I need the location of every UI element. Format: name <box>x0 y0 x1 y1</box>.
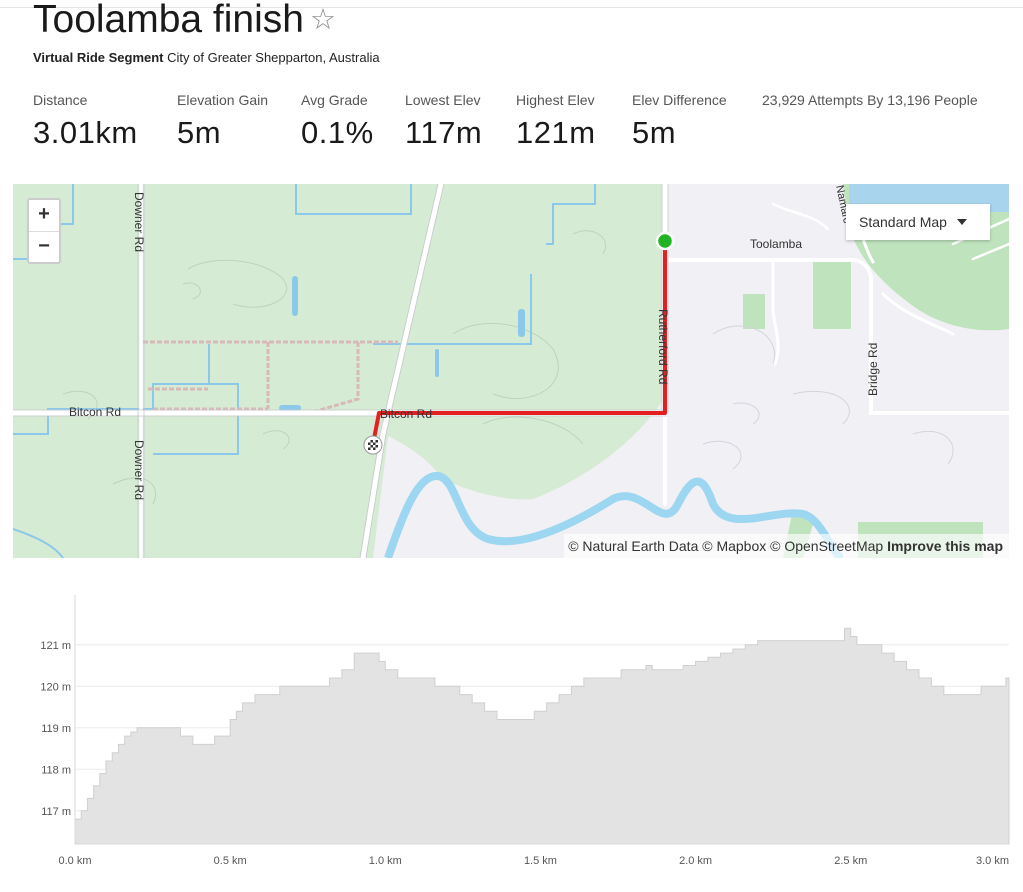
attempts-count: 23,929 Attempts By 13,196 People <box>762 92 978 108</box>
x-tick-label: 1.0 km <box>369 855 402 867</box>
title-row: Toolamba finish ☆ <box>33 0 336 46</box>
river <box>384 472 845 558</box>
zoom-divider <box>29 231 59 232</box>
y-tick-label: 119 m <box>41 723 71 735</box>
caret-down-icon <box>956 219 967 225</box>
elevation-chart: 117 m 118 m 119 m 120 m 121 m 0.0 km 0.5 km 1.… <box>40 595 1010 867</box>
map-label-rutherford-rd: Rutherford Rd <box>656 309 670 384</box>
park-area <box>813 259 851 329</box>
segment-map[interactable]: Downer Rd Downer Rd Bitcon Rd Bitcon Rd … <box>13 184 1009 558</box>
map-label-downer-rd: Downer Rd <box>132 440 146 500</box>
stat-value: 117m <box>405 115 483 150</box>
attribution-text: © Natural Earth Data © Mapbox © OpenStre… <box>568 538 884 554</box>
stat-label: Highest Elev <box>516 92 595 108</box>
x-tick-label: 2.0 km <box>679 855 712 867</box>
zoom-control: + − <box>27 198 61 264</box>
stat-value: 3.01km <box>33 115 138 150</box>
stat-value: 0.1% <box>301 115 374 150</box>
stat-value: 121m <box>516 115 596 150</box>
stat-elev-difference: Elev Difference 5m <box>632 92 727 151</box>
pond <box>435 349 439 377</box>
map-label-bridge-rd: Bridge Rd <box>866 343 880 396</box>
header-divider <box>0 7 1023 8</box>
elevation-area <box>74 627 1010 845</box>
map-label-downer-rd: Downer Rd <box>132 192 146 252</box>
forest-area <box>13 184 667 558</box>
stat-distance: Distance 3.01km <box>33 92 138 151</box>
map-label-bitcon-rd: Bitcon Rd <box>380 407 432 421</box>
y-tick-label: 117 m <box>41 806 71 818</box>
x-tick-label: 1.5 km <box>524 855 557 867</box>
y-tick-label: 121 m <box>40 640 71 652</box>
stat-label: Avg Grade <box>301 92 368 108</box>
stat-label: Lowest Elev <box>405 92 481 108</box>
star-icon[interactable]: ☆ <box>309 4 336 36</box>
segment-type: Virtual Ride Segment <box>33 50 164 65</box>
pond <box>279 405 301 411</box>
map-type-label: Standard Map <box>859 214 947 230</box>
x-tick-label: 3.0 km <box>976 855 1009 867</box>
stat-label: Elev Difference <box>632 92 727 108</box>
x-tick-label: 0.5 km <box>214 855 247 867</box>
improve-map-link[interactable]: Improve this map <box>887 538 1003 554</box>
stat-lowest-elev: Lowest Elev 117m <box>405 92 482 151</box>
park-area <box>743 294 765 329</box>
stat-highest-elev: Highest Elev 121m <box>516 92 596 151</box>
map-type-dropdown[interactable]: Standard Map <box>846 204 990 240</box>
stat-value: 5m <box>632 115 677 150</box>
page-title: Toolamba finish <box>33 0 304 41</box>
x-tick-label: 0.0 km <box>58 855 91 867</box>
stat-avg-grade: Avg Grade 0.1% <box>301 92 374 151</box>
finish-marker[interactable] <box>363 435 383 455</box>
stat-label: Elevation Gain <box>177 92 269 108</box>
map-attribution: © Natural Earth Data © Mapbox © OpenStre… <box>564 534 1009 558</box>
x-tick-labels: 0.0 km 0.5 km 1.0 km 1.5 km 2.0 km 2.5 km 3.0 … <box>58 855 1009 867</box>
pond <box>518 309 525 337</box>
zoom-out-button[interactable]: − <box>38 235 50 257</box>
y-tick-label: 120 m <box>40 681 71 693</box>
start-marker[interactable] <box>655 231 675 251</box>
y-tick-labels: 117 m 118 m 119 m 120 m 121 m <box>40 640 71 818</box>
y-tick-label: 118 m <box>41 764 71 776</box>
segment-location: City of Greater Shepparton, Australia <box>167 50 380 65</box>
stat-label: Distance <box>33 92 88 108</box>
stat-elevation-gain: Elevation Gain 5m <box>177 92 268 151</box>
map-label-toolamba: Toolamba <box>750 237 802 251</box>
route-line <box>371 241 667 445</box>
zoom-in-button[interactable]: + <box>38 203 50 225</box>
map-canvas: Downer Rd Downer Rd Bitcon Rd Bitcon Rd … <box>13 184 1009 558</box>
x-tick-label: 2.5 km <box>834 855 867 867</box>
map-label-bitcon-rd: Bitcon Rd <box>69 405 121 419</box>
pond <box>292 276 298 316</box>
segment-subtitle: Virtual Ride Segment City of Greater She… <box>33 50 380 65</box>
stat-value: 5m <box>177 115 222 150</box>
